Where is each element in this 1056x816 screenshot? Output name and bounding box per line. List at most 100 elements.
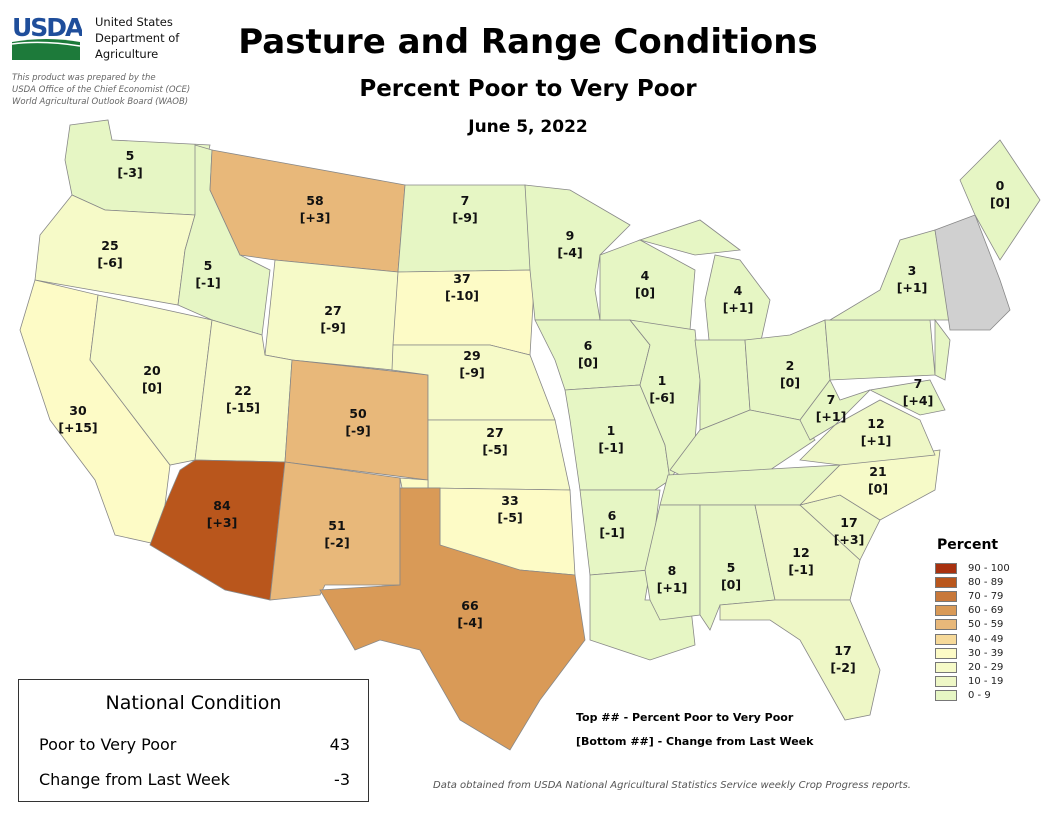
usda-logo: USDA [12,13,82,60]
prepared-by: This product was prepared by the USDA Of… [12,72,190,108]
state-change-label: [+1] [861,433,892,448]
state-nj [934,318,951,381]
state-change-label: [+1] [816,409,847,424]
state-mi-upper [638,219,742,256]
legend-item: 80 - 89 [935,575,1010,589]
legend-item: 50 - 59 [935,618,1010,632]
map-subtitle: Percent Poor to Very Poor [359,76,697,102]
legend-swatch [935,562,957,574]
state-change-label: [0] [142,380,162,395]
state-value-label: 33 [501,493,518,508]
state-change-label: [-2] [830,660,855,675]
legend-swatch [935,590,957,602]
legend-item: 10 - 19 [935,675,1010,689]
state-change-label: [+3] [207,515,238,530]
state-change-label: [+1] [897,280,928,295]
source-note: Data obtained from USDA National Agricul… [433,780,911,791]
state-value-label: 5 [727,560,736,575]
state-change-label: [+1] [657,580,688,595]
state-value-label: 29 [463,348,480,363]
legend-swatch [935,619,957,631]
legend-swatch [935,661,957,673]
state-change-label: [-2] [324,535,349,550]
map-date: June 5, 2022 [468,117,588,137]
state-change-label: [0] [868,481,888,496]
state-value-label: 1 [658,373,667,388]
state-value-label: 3 [908,263,917,278]
state-value-label: 37 [453,271,470,286]
legend-label: 20 - 29 [968,661,1004,673]
state-value-label: 6 [584,338,593,353]
dept-line: Agriculture [95,47,159,61]
state-value-label: 50 [349,406,367,421]
state-value-label: 12 [792,545,809,560]
state-value-label: 12 [867,416,884,431]
state-change-label: [+3] [300,210,331,225]
state-change-label: [0] [780,375,800,390]
prepared-line: This product was prepared by the [12,73,156,83]
legend-item: 20 - 29 [935,660,1010,674]
department-name: United States Department of Agriculture [95,14,179,62]
dept-line: Department of [95,31,180,45]
state-value-label: 8 [668,563,677,578]
state-value-label: 7 [914,376,923,391]
legend-item: 90 - 100 [935,561,1010,575]
legend-swatch [935,676,957,688]
state-tx [319,487,586,751]
state-change-label: [+3] [834,532,865,547]
state-value-label: 17 [840,515,857,530]
row-value: 43 [329,735,350,754]
legend-swatch [935,690,957,702]
dept-line: United States [95,15,173,29]
state-change-label: [-3] [117,165,142,180]
state-change-label: [0] [990,195,1010,210]
state-value-label: 9 [566,228,575,243]
state-change-label: [-6] [649,390,674,405]
legend-label: 30 - 39 [968,647,1004,659]
legend-label: 80 - 89 [968,576,1004,588]
state-change-label: [-9] [452,210,477,225]
legend-label: 90 - 100 [968,562,1010,574]
state-change-label: [-1] [599,525,624,540]
state-value-label: 7 [827,392,836,407]
legend-swatch [935,576,957,588]
state-change-label: [-6] [97,255,122,270]
state-change-label: [-10] [445,288,479,303]
row-label: Change from Last Week [39,770,230,789]
state-change-label: [-5] [482,442,507,457]
national-title: National Condition [105,692,282,714]
state-wv [799,379,871,441]
state-change-label: [0] [635,285,655,300]
state-change-label: [-15] [226,400,260,415]
state-value-label: 5 [126,148,135,163]
state-mn [524,184,631,321]
state-change-label: [-5] [497,510,522,525]
state-value-label: 22 [234,383,251,398]
svg-text:USDA: USDA [12,13,82,42]
state-md [868,379,946,416]
legend-title: Percent [937,537,999,553]
state-ga [754,504,861,601]
state-value-label: 0 [996,178,1005,193]
legend-item: 60 - 69 [935,604,1010,618]
state-change-label: [-9] [320,320,345,335]
state-value-label: 1 [607,423,616,438]
legend-label: 50 - 59 [968,619,1004,631]
legend-swatch [935,647,957,659]
state-change-label: [-1] [788,562,813,577]
legend-label: 40 - 49 [968,633,1004,645]
state-change-label: [-1] [195,275,220,290]
state-value-label: 17 [834,643,851,658]
legend-item: 40 - 49 [935,632,1010,646]
state-wy [264,259,399,371]
state-change-label: [+15] [58,420,97,435]
state-value-label: 66 [461,598,479,613]
state-change-label: [0] [578,355,598,370]
state-value-label: 25 [101,238,118,253]
state-value-label: 4 [641,268,650,283]
state-change-label: [-4] [557,245,582,260]
national-condition-box: National Condition Poor to Very Poor 43 C… [18,679,369,802]
prepared-line: USDA Office of the Chief Economist (OCE) [12,85,191,95]
